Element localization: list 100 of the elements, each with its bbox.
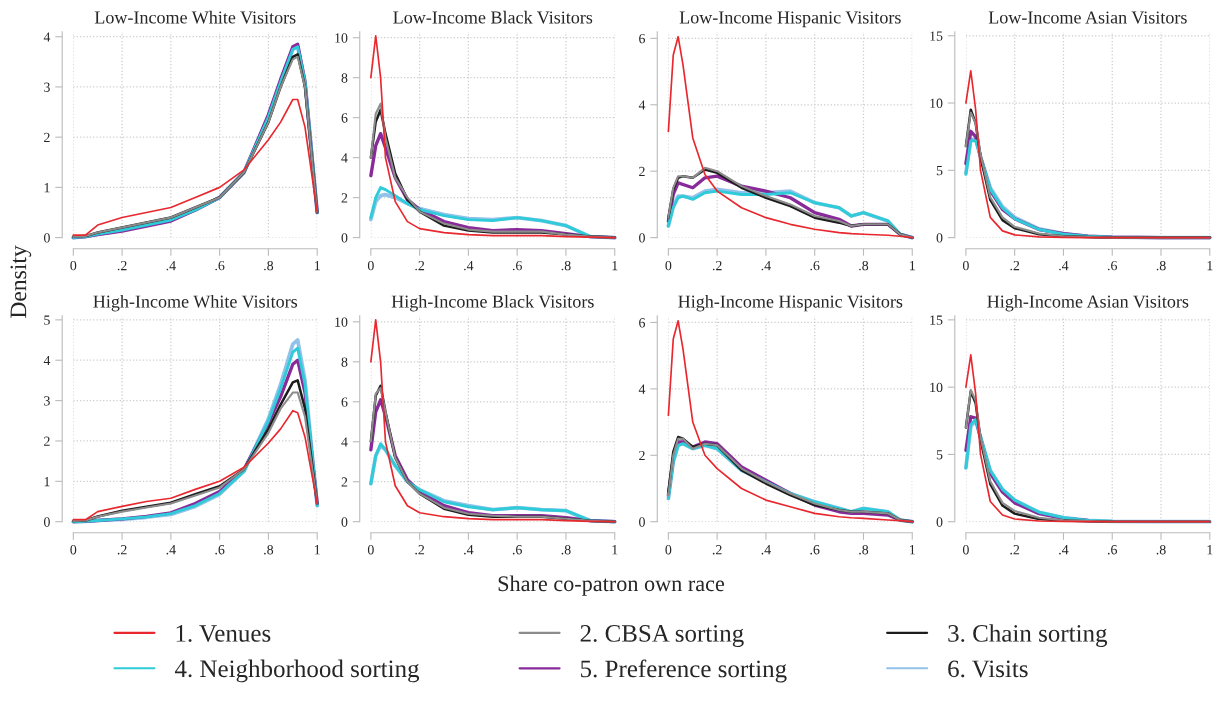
x-tick-label: .8 (1156, 260, 1166, 271)
y-tick-label: 0 (639, 233, 645, 243)
x-tick-label: .6 (512, 260, 522, 271)
x-tick-label: 1 (314, 545, 320, 555)
x-tick-label: .2 (712, 545, 722, 555)
chart-title: High-Income Hispanic Visitors (678, 294, 903, 312)
x-tick-label: .4 (1059, 545, 1069, 555)
x-tick-label: .4 (166, 545, 176, 555)
x-tick-label: 0 (962, 260, 969, 271)
y-tick-label: 0 (43, 233, 50, 243)
chart-title: Low-Income Hispanic Visitors (679, 11, 901, 28)
y-tick-label: 0 (936, 517, 943, 527)
y-axis-title: Density (10, 245, 32, 319)
x-tick-label: 0 (665, 260, 672, 271)
x-tick-label: .4 (761, 261, 771, 271)
x-tick-label: .8 (859, 260, 869, 271)
x-tick-label: .6 (1107, 260, 1118, 271)
legend-label: 2. CBSA sorting (580, 625, 744, 647)
legend-label: 3. Chain sorting (948, 624, 1108, 647)
y-tick-label: 10 (335, 317, 348, 327)
y-tick-label: 10 (930, 382, 943, 393)
y-tick-label: 2 (44, 132, 50, 142)
x-tick-label: .2 (415, 260, 425, 271)
chart-title: Low-Income Black Visitors (393, 10, 593, 24)
chart-title: High-Income White Visitors (93, 294, 298, 312)
x-tick-label: .2 (415, 545, 425, 555)
y-tick-label: 2 (639, 166, 645, 177)
y-tick-label: 2 (341, 477, 348, 487)
y-tick-label: 0 (936, 233, 943, 243)
y-tick-label: 0 (341, 233, 348, 243)
x-tick-label: 1 (910, 545, 915, 555)
y-tick-label: 2 (639, 450, 645, 461)
y-tick-label: 5 (936, 166, 943, 176)
x-tick-label: .8 (1156, 545, 1166, 555)
x-tick-label: 1 (612, 260, 618, 271)
x-tick-label: .6 (215, 545, 225, 555)
y-tick-label: 6 (639, 33, 646, 44)
x-tick-label: 1 (314, 260, 320, 271)
x-tick-label: .2 (117, 260, 127, 271)
y-tick-label: 4 (341, 153, 348, 163)
x-tick-label: .8 (561, 260, 571, 271)
x-tick-label: .6 (512, 545, 522, 555)
x-tick-label: .4 (1059, 261, 1069, 271)
y-tick-label: 10 (930, 98, 943, 108)
y-tick-label: 5 (44, 315, 50, 325)
y-tick-label: 1 (44, 183, 50, 193)
y-tick-label: 15 (930, 315, 943, 325)
y-tick-label: 8 (341, 357, 348, 367)
x-tick-label: 0 (962, 545, 969, 555)
chart-title: Low-Income White Visitors (94, 10, 296, 24)
y-tick-label: 2 (44, 436, 50, 446)
x-tick-label: .4 (761, 545, 771, 555)
x-tick-label: .2 (117, 545, 127, 555)
chart-title: Low-Income Asian Visitors (988, 11, 1187, 24)
y-tick-label: 0 (43, 517, 50, 527)
x-tick-label: 1 (612, 545, 618, 555)
legend-label: 5. Preference sorting (581, 659, 787, 683)
y-tick-label: 2 (341, 193, 348, 203)
y-tick-label: 4 (638, 384, 646, 394)
chart-title: High-Income Black Visitors (391, 294, 594, 312)
x-tick-label: .2 (712, 260, 722, 271)
y-tick-label: 0 (341, 517, 348, 527)
y-tick-label: 6 (341, 113, 348, 123)
legend-label: 4. Neighborhood sorting (174, 659, 420, 683)
y-tick-label: 4 (43, 355, 51, 366)
x-tick-label: .2 (1010, 545, 1020, 555)
x-tick-label: .6 (810, 260, 820, 271)
y-tick-label: 8 (341, 73, 348, 83)
y-tick-label: 4 (638, 100, 646, 110)
y-tick-label: 1 (44, 476, 50, 487)
y-tick-label: 15 (930, 31, 943, 41)
legend-label: 1. Venues (176, 625, 271, 642)
x-tick-label: .6 (1107, 545, 1118, 555)
x-tick-label: .8 (264, 545, 274, 555)
legend-label: 6. Visits (948, 660, 1028, 678)
x-tick-label: 1 (1207, 545, 1213, 555)
x-tick-label: 1 (1207, 260, 1213, 271)
x-tick-label: 0 (665, 545, 672, 555)
y-tick-label: 10 (335, 33, 348, 43)
x-axis-title: Share co-patron own race (498, 575, 725, 596)
x-tick-label: .4 (464, 545, 474, 555)
x-tick-label: 0 (367, 260, 374, 271)
x-tick-label: 0 (70, 545, 77, 555)
chart-title: High-Income Asian Visitors (987, 294, 1189, 312)
y-tick-label: 3 (44, 396, 50, 406)
x-tick-label: .8 (264, 260, 274, 271)
y-tick-label: 0 (639, 517, 645, 527)
y-tick-label: 3 (44, 82, 50, 92)
y-tick-label: 5 (936, 450, 943, 460)
x-tick-label: .6 (810, 545, 820, 555)
x-tick-label: .6 (215, 260, 225, 271)
x-tick-label: 1 (910, 260, 915, 271)
x-tick-label: .2 (1010, 260, 1020, 271)
y-tick-label: 6 (639, 318, 646, 328)
x-tick-label: 0 (70, 260, 77, 271)
x-tick-label: .8 (561, 545, 571, 555)
x-tick-label: .4 (166, 261, 176, 271)
y-tick-label: 6 (341, 397, 348, 407)
y-tick-label: 4 (341, 437, 348, 447)
y-tick-label: 4 (43, 32, 51, 42)
